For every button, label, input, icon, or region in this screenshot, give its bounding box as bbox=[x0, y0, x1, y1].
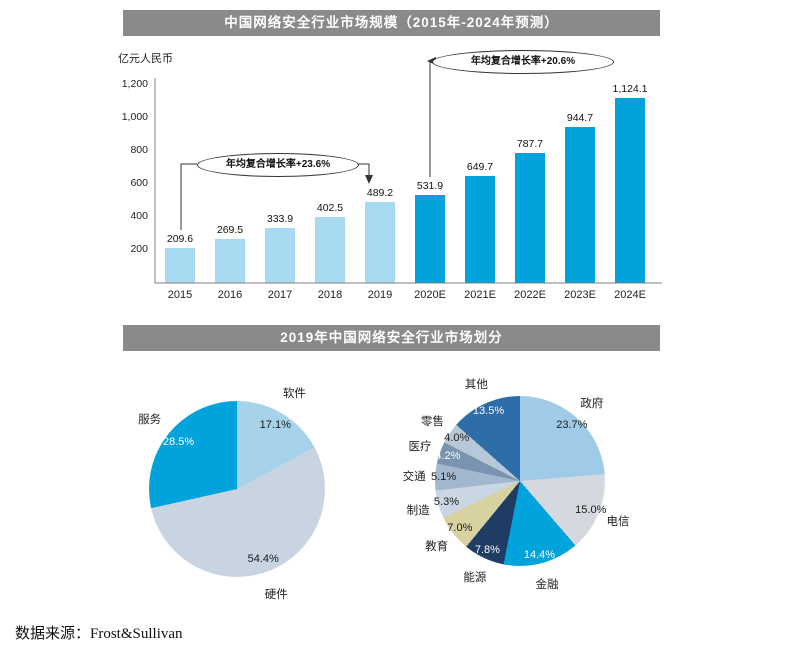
x-axis-category-label: 2015 bbox=[167, 289, 193, 301]
pie-chart-industry-split bbox=[435, 396, 605, 566]
pie-slice-percent-1: 15.0% bbox=[575, 504, 607, 517]
bar-value-label: 1,124.1 bbox=[612, 82, 648, 95]
bar-chart-title: 中国网络安全行业市场规模（2015年-2024年预测） bbox=[123, 10, 660, 36]
x-axis-category-label: 2023E bbox=[564, 289, 596, 301]
y-axis-tick: 400 bbox=[130, 210, 148, 222]
pie-slice-name-3: 能源 bbox=[463, 571, 487, 584]
bar-value-label: 333.9 bbox=[266, 212, 294, 225]
pie-slice-percent-4: 7.0% bbox=[447, 522, 473, 535]
bar-2017 bbox=[265, 227, 295, 283]
bar-2024E bbox=[615, 97, 645, 283]
x-axis-category-label: 2020E bbox=[414, 289, 446, 301]
y-axis-tick: 600 bbox=[130, 177, 148, 189]
pie-slice-percent-8: 4.0% bbox=[444, 432, 470, 444]
y-axis-tick: 1,200 bbox=[121, 78, 148, 90]
x-axis-category-label: 2024E bbox=[614, 289, 646, 301]
pie-slice-percent-6: 5.1% bbox=[431, 471, 457, 484]
y-axis-tick: 800 bbox=[130, 144, 148, 156]
pie-slice-name-8: 零售 bbox=[420, 416, 444, 429]
pie-slice-name-0: 政府 bbox=[580, 398, 604, 411]
pie-slice-name-2: 服务 bbox=[138, 413, 162, 426]
x-axis-category-label: 2017 bbox=[267, 289, 293, 301]
pie-section-title: 2019年中国网络安全行业市场划分 bbox=[123, 325, 660, 351]
bar-value-label: 649.7 bbox=[466, 160, 494, 173]
pie-slice-percent-9: 13.5% bbox=[472, 405, 505, 418]
y-axis-unit-label: 亿元人民币 bbox=[118, 53, 173, 65]
bar-2016 bbox=[215, 238, 245, 283]
bar-2021E bbox=[465, 175, 495, 283]
bar-2018 bbox=[315, 216, 345, 283]
pie-slice-name-1: 硬件 bbox=[264, 588, 288, 601]
pie-slice-name-0: 软件 bbox=[282, 387, 306, 400]
pie-slice-percent-5: 5.3% bbox=[433, 496, 460, 509]
pie-slice-percent-7: 4.2% bbox=[435, 449, 461, 462]
bar-value-label: 489.2 bbox=[366, 187, 394, 200]
pie-slice-percent-2: 14.4% bbox=[523, 548, 556, 561]
pie-slice-name-4: 教育 bbox=[425, 541, 449, 554]
bar-value-label: 944.7 bbox=[566, 112, 594, 125]
pie-slice-percent-3: 7.8% bbox=[474, 544, 500, 557]
pie-slice-percent-1: 54.4% bbox=[247, 553, 279, 566]
bar-2020E bbox=[415, 195, 445, 283]
pie-slice-percent-2: 28.5% bbox=[163, 436, 195, 449]
x-axis-category-label: 2016 bbox=[217, 289, 243, 301]
pie-slice-percent-0: 23.7% bbox=[556, 418, 588, 431]
bar-2022E bbox=[515, 153, 545, 283]
cagr-annotation-2015-2019: 年均复合增长率+23.6% bbox=[197, 153, 359, 177]
pie-slice-name-7: 医疗 bbox=[408, 440, 432, 453]
pie-slice-name-6: 交通 bbox=[402, 471, 426, 483]
y-axis-tick: 200 bbox=[130, 243, 148, 255]
bar-value-label: 209.6 bbox=[166, 233, 194, 246]
bar-value-label: 402.5 bbox=[316, 201, 344, 214]
pie-slice-name-2: 金融 bbox=[535, 578, 559, 591]
pie-slice-name-1: 电信 bbox=[606, 516, 630, 529]
bar-value-label: 531.9 bbox=[416, 180, 444, 193]
bar-2023E bbox=[565, 127, 595, 283]
x-axis-category-label: 2021E bbox=[464, 289, 496, 301]
pie-chart-product-split bbox=[149, 401, 325, 577]
x-axis-category-label: 2018 bbox=[317, 289, 343, 301]
cagr-annotation-2020-2024: 年均复合增长率+20.6% bbox=[432, 50, 614, 74]
x-axis-category-label: 2022E bbox=[514, 289, 546, 301]
bar-value-label: 269.5 bbox=[216, 223, 244, 236]
data-source-note: 数据来源：Frost&Sullivan bbox=[15, 626, 183, 642]
bar-2015 bbox=[165, 248, 195, 283]
pie-slice-name-5: 制造 bbox=[406, 505, 430, 518]
bar-2019 bbox=[365, 202, 395, 283]
y-axis-tick: 1,000 bbox=[121, 111, 148, 123]
pie-slice-name-9: 其他 bbox=[464, 379, 488, 392]
x-axis-category-label: 2019 bbox=[367, 289, 393, 301]
pie-slice-percent-0: 17.1% bbox=[259, 418, 291, 431]
bar-value-label: 787.7 bbox=[516, 138, 544, 151]
